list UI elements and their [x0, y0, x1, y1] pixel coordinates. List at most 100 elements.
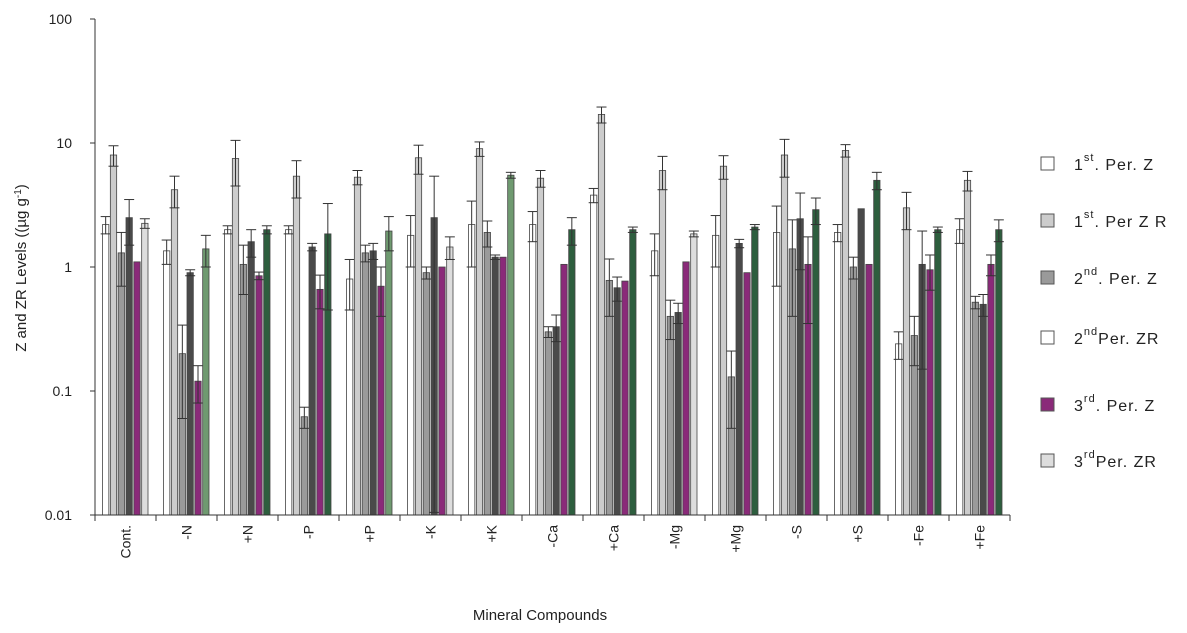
x-tick-label: +K	[484, 524, 500, 542]
x-tick-label: -K	[423, 524, 439, 539]
x-tick-label: +Fe	[972, 525, 988, 550]
bar	[361, 252, 369, 516]
bar	[255, 275, 263, 516]
bar	[109, 154, 118, 516]
bar	[666, 315, 674, 516]
legend-swatch	[1040, 156, 1055, 171]
bar	[346, 278, 354, 516]
bar	[841, 150, 850, 516]
bar	[316, 288, 324, 516]
bar	[934, 229, 942, 516]
x-tick-label: +S	[850, 525, 866, 543]
bar	[780, 154, 789, 516]
bar	[468, 224, 476, 516]
legend-label: 1st. Per Z R	[1074, 209, 1167, 231]
bar	[735, 242, 743, 516]
x-tick-label: -Mg	[667, 525, 683, 549]
bar	[231, 158, 240, 516]
legend-swatch	[1040, 270, 1055, 285]
y-tick-label: 0.01	[45, 507, 72, 523]
legend-label: 1st. Per. Z	[1074, 152, 1154, 174]
x-tick-label: -Fe	[911, 525, 927, 546]
legend-swatch	[1040, 397, 1055, 412]
bar	[353, 176, 362, 516]
bar	[414, 157, 423, 516]
x-tick-label: +N	[240, 525, 256, 543]
x-tick-label: Cont.	[118, 525, 134, 558]
bar	[597, 114, 606, 516]
bar	[971, 301, 979, 516]
legend-swatch	[1040, 213, 1055, 228]
bar	[895, 343, 903, 516]
bar	[446, 246, 454, 516]
bar	[300, 416, 308, 516]
x-tick-label: -N	[179, 525, 195, 540]
bar	[719, 165, 728, 516]
bar	[995, 229, 1003, 516]
bar	[658, 170, 667, 516]
bar	[560, 263, 568, 516]
bar	[491, 256, 499, 516]
bar	[407, 234, 415, 516]
bar	[369, 250, 377, 516]
bar	[812, 209, 820, 516]
plot-area	[100, 106, 1004, 516]
bar	[743, 272, 751, 516]
bar	[926, 269, 934, 516]
bar	[529, 224, 537, 516]
bar	[590, 194, 598, 516]
legend: 1st. Per. Z 1st. Per Z R 2nd. Per. Z 2ndPer…	[1040, 152, 1167, 471]
bar	[202, 248, 210, 516]
y-tick-label: 10	[56, 135, 72, 151]
bar	[422, 272, 430, 516]
bar	[102, 224, 110, 516]
bar	[170, 189, 179, 516]
bar	[987, 263, 995, 516]
bar	[186, 272, 194, 516]
bar	[712, 234, 720, 516]
bar	[682, 261, 690, 516]
bar	[483, 232, 491, 516]
bar	[285, 229, 293, 516]
bar	[117, 252, 125, 516]
x-axis: Cont. -N +N -P +P -K +K -Ca +Ca -Mg +Mg -S +S -Fe +Fe	[94, 514, 1011, 558]
bar	[263, 229, 271, 516]
legend-label: 2nd. Per. Z	[1074, 266, 1158, 288]
bar	[125, 217, 133, 516]
bar	[956, 229, 964, 516]
y-axis-title: Z and ZR Levels ((µg g-1)	[13, 184, 31, 352]
bar	[674, 312, 682, 516]
bar	[141, 222, 149, 516]
bar	[475, 148, 484, 516]
legend-label: 3rdPer. ZR	[1074, 449, 1157, 471]
bar	[385, 230, 393, 516]
bar	[544, 331, 552, 516]
bar	[979, 303, 987, 516]
bar	[163, 250, 171, 516]
bar	[438, 266, 446, 516]
bar	[292, 175, 301, 516]
x-tick-label: +P	[362, 525, 378, 543]
bar	[536, 177, 545, 516]
bar	[224, 229, 232, 516]
bar	[834, 232, 842, 516]
bar	[499, 256, 507, 516]
bar	[873, 179, 881, 516]
bar	[963, 179, 972, 516]
y-tick-label: 1	[64, 259, 72, 275]
bar	[613, 287, 621, 516]
bar	[239, 263, 247, 516]
bar	[568, 229, 576, 516]
x-tick-label: +Ca	[606, 525, 622, 551]
bar	[507, 174, 515, 516]
bar	[629, 229, 637, 516]
x-axis-title: Mineral Compounds	[473, 607, 607, 624]
bar	[308, 246, 316, 516]
x-tick-label: +Mg	[728, 525, 744, 553]
legend-label: 2ndPer. ZR	[1074, 326, 1159, 348]
legend-swatch	[1040, 330, 1055, 345]
bar	[849, 266, 857, 516]
bar	[651, 250, 659, 516]
bar	[247, 241, 255, 516]
